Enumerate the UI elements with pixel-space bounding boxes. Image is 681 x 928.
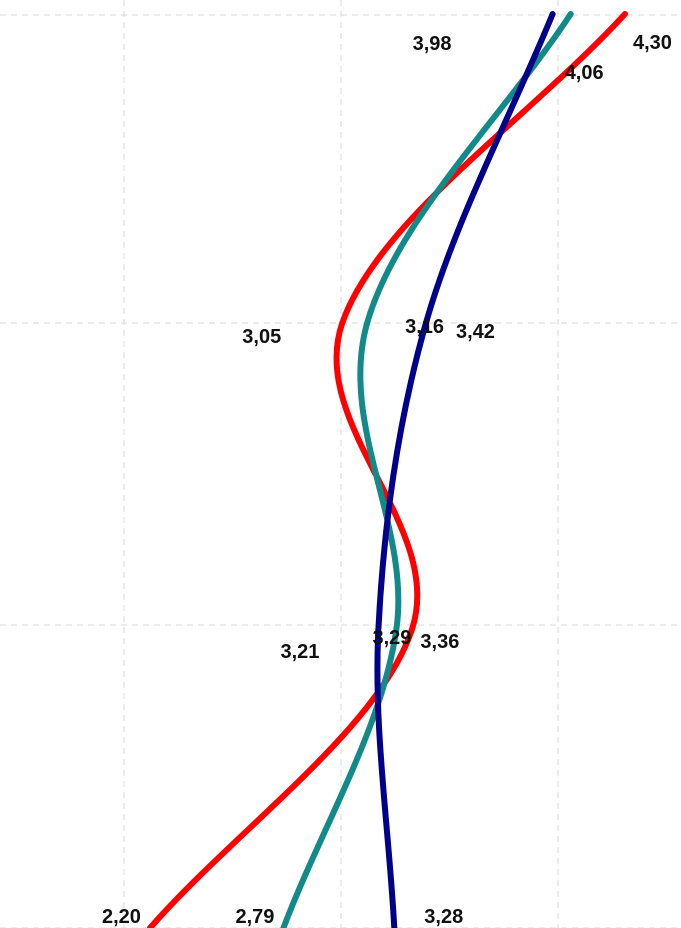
data-labels: 2,20 3,36 3,05 4,30 2,79 3,29 3,16 4,06 3,28 3,21… [102,32,672,928]
data-label-series-3-point-1: 3,28 [424,906,463,928]
data-label-series-3-point-4: 3,98 [413,33,452,55]
data-label-series-3-point-3: 3,42 [456,321,495,343]
data-label-series-1-point-4: 4,30 [633,32,672,54]
data-label-series-2-point-4: 4,06 [565,62,604,84]
data-label-series-2-point-2: 3,29 [373,627,412,649]
data-label-series-1-point-3: 3,05 [242,326,281,348]
series-line-1 [150,14,625,928]
data-label-series-1-point-1: 2,20 [102,906,141,928]
data-label-series-3-point-2: 3,21 [281,641,320,663]
data-label-series-1-point-2: 3,36 [420,631,459,653]
data-label-series-2-point-1: 2,79 [236,906,275,928]
series-line-2 [283,14,570,928]
data-label-series-2-point-3: 3,16 [405,316,444,338]
series-layer [150,14,625,928]
